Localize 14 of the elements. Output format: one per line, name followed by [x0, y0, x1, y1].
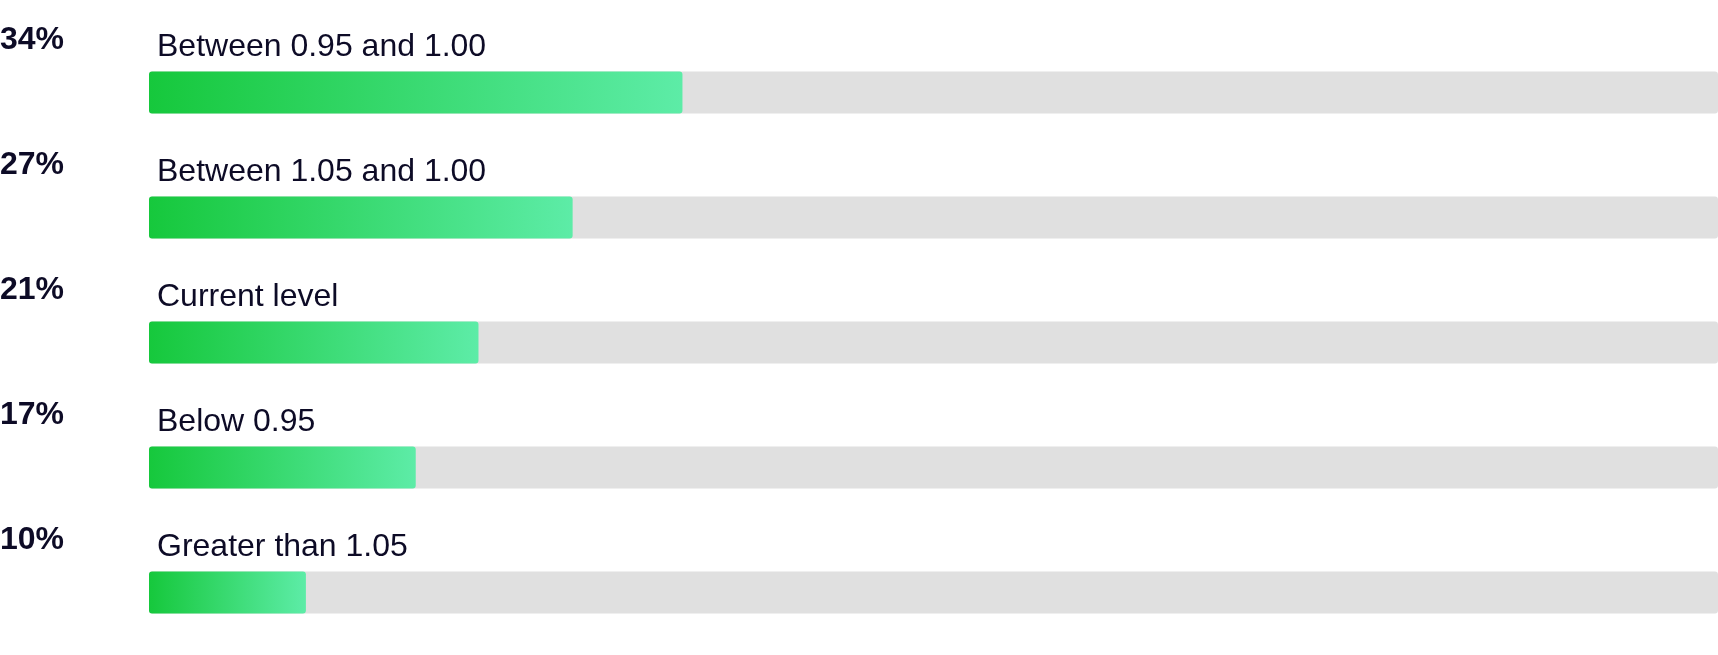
data-label: 21% — [0, 269, 65, 306]
data-label: 27% — [0, 144, 65, 181]
y-tick-label: Below 0.95 — [157, 401, 316, 438]
bar — [149, 321, 479, 364]
y-tick-label: Greater than 1.05 — [157, 526, 408, 563]
bar — [149, 196, 573, 239]
data-label: 10% — [0, 519, 65, 556]
y-tick-label: Between 0.95 and 1.00 — [157, 26, 487, 63]
y-tick-label: Current level — [157, 276, 339, 313]
data-label: 17% — [0, 394, 65, 431]
y-tick-label: Between 1.05 and 1.00 — [157, 151, 487, 188]
data-label: 34% — [0, 19, 65, 56]
bar — [149, 446, 416, 489]
bar — [149, 571, 306, 614]
